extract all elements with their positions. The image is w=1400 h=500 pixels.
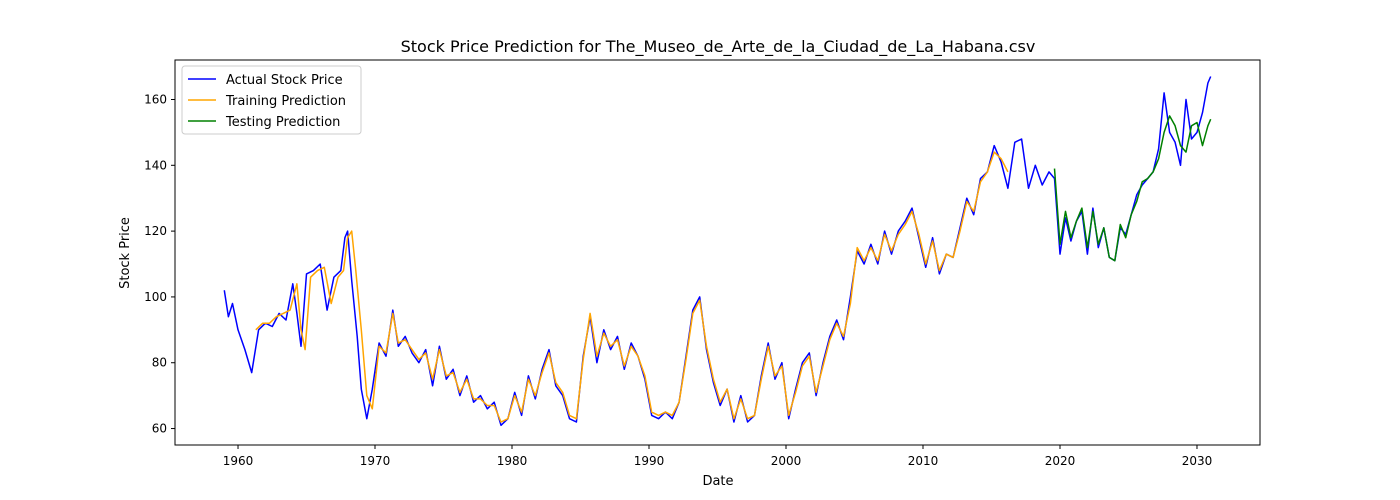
x-tick-label: 1990	[634, 454, 665, 468]
x-tick-label: 2000	[771, 454, 802, 468]
x-tick-label: 2010	[908, 454, 939, 468]
y-tick-label: 80	[152, 356, 167, 370]
x-axis: 1960 1970 1980 1990 2000 2010 2020 2030	[223, 445, 1213, 468]
y-tick-label: 100	[144, 290, 167, 304]
legend-label: Testing Prediction	[225, 115, 340, 130]
y-tick-label: 60	[152, 422, 167, 436]
legend-box	[181, 65, 362, 135]
y-tick-label: 120	[144, 224, 167, 238]
series-line-training-prediction	[255, 151, 1009, 423]
y-axis: 60 80 100 120 140 160	[144, 92, 175, 436]
y-tick-label: 140	[144, 158, 167, 172]
x-tick-label: 2020	[1045, 454, 1076, 468]
plot-area-frame	[174, 59, 1261, 446]
x-tick-label: 1970	[360, 454, 391, 468]
legend-label: Actual Stock Price	[226, 73, 343, 88]
y-tick-label: 160	[144, 92, 167, 106]
series-line-testing-prediction	[1053, 115, 1212, 262]
x-tick-label: 1980	[497, 454, 528, 468]
series-line-actual-stock-price	[223, 76, 1212, 427]
x-axis-label: Date	[702, 474, 733, 489]
y-axis-label: Stock Price	[118, 217, 133, 289]
x-tick-label: 2030	[1182, 454, 1213, 468]
legend-label: Training Prediction	[225, 94, 346, 109]
x-tick-label: 1960	[223, 454, 254, 468]
chart-title: Stock Price Prediction for The_Museo_de_…	[401, 37, 1036, 57]
legend: Actual Stock Price Training Prediction Tes…	[181, 65, 362, 135]
series-layer	[223, 76, 1212, 427]
